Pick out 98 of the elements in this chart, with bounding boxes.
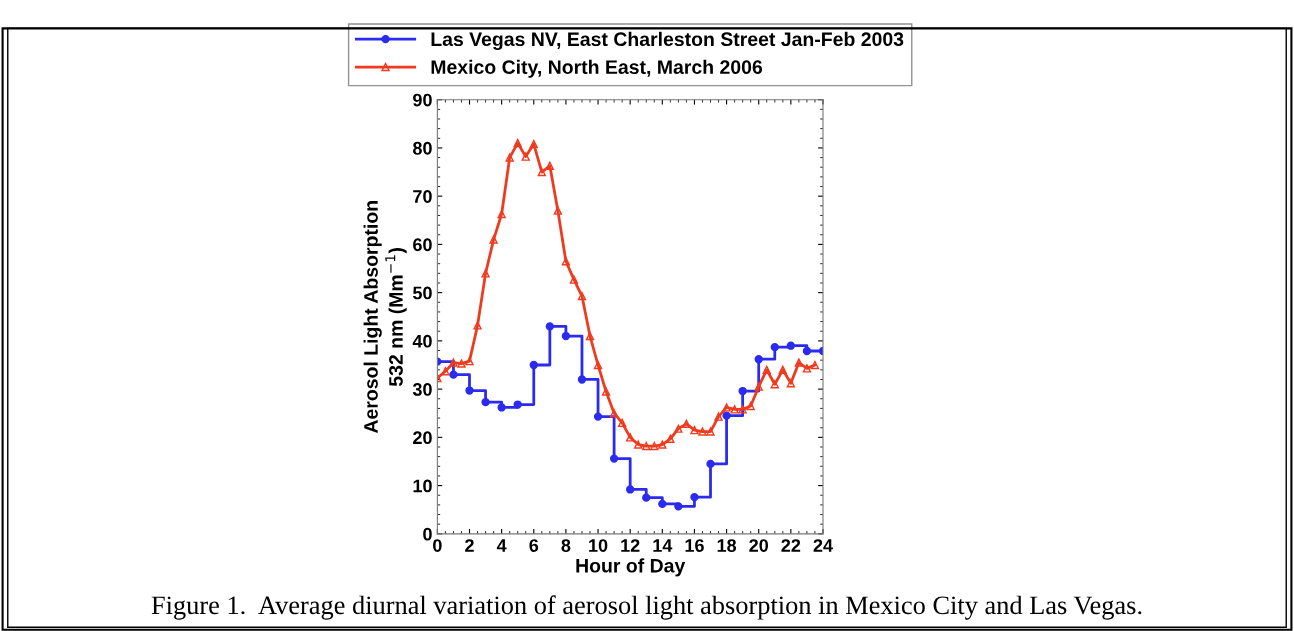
- x-tick-label: 16: [685, 539, 704, 552]
- x-tick-label: 18: [717, 539, 737, 552]
- point: [690, 425, 699, 435]
- y-tick-label: 40: [412, 334, 432, 348]
- y-tick-label: 10: [413, 479, 432, 493]
- point: [802, 364, 812, 373]
- point: [593, 360, 603, 370]
- point: [770, 342, 779, 352]
- point: [666, 434, 675, 443]
- point: [738, 405, 747, 414]
- point: [553, 206, 563, 215]
- y-tick-label: 30: [412, 383, 432, 396]
- point: [762, 365, 771, 374]
- x-tick-label: 8: [561, 539, 571, 552]
- point: [754, 355, 763, 364]
- point: [698, 427, 707, 436]
- point: [609, 454, 619, 463]
- point: [682, 419, 691, 429]
- x-tick-label: 6: [529, 539, 539, 552]
- point: [457, 359, 466, 368]
- y-tick-label: 60: [413, 238, 432, 252]
- x-tick-label: 22: [781, 539, 801, 552]
- x-tick-label: 0: [433, 539, 442, 552]
- y-tick-label: 70: [413, 190, 432, 203]
- point: [642, 493, 651, 502]
- point: [529, 139, 538, 149]
- y-tick-label: 90: [413, 93, 432, 107]
- x-tick-label: 24: [813, 539, 833, 552]
- point: [449, 370, 458, 379]
- y-tick-label: 20: [413, 431, 432, 445]
- point: [810, 360, 820, 370]
- point: [561, 257, 571, 266]
- point: [802, 346, 812, 356]
- point: [674, 424, 683, 433]
- point: [658, 440, 667, 449]
- y-axis-title: Aerosol Light Absorption 532 nm (Mm$^{−1}$): [363, 201, 407, 434]
- point: [561, 331, 571, 341]
- x-tick-label: 12: [621, 539, 640, 552]
- x-tick-label: 14: [653, 539, 673, 552]
- point: [690, 492, 699, 502]
- point: [481, 269, 490, 278]
- point: [577, 291, 587, 301]
- point: [706, 459, 715, 469]
- x-tick-label: 20: [749, 539, 769, 552]
- point: [449, 358, 458, 367]
- point: [585, 331, 595, 341]
- point: [634, 440, 643, 449]
- caption: Figure 1. Average diurnal variation of aerosol light absorption in Mexico City and Las Vegas.: [151, 595, 1142, 620]
- point: [609, 409, 619, 418]
- point: [626, 433, 635, 442]
- point: [489, 235, 498, 244]
- legend-label: Las Vegas NV, East Charleston Street Jan-Feb 2003: [431, 31, 904, 51]
- point: [497, 209, 506, 219]
- point: [778, 365, 787, 374]
- point: [738, 386, 747, 396]
- point: [521, 152, 530, 161]
- point: [786, 379, 796, 388]
- point: [545, 322, 555, 331]
- x-tick-label: 10: [589, 539, 608, 552]
- point: [650, 441, 659, 451]
- x-tick-label: 2: [465, 539, 474, 552]
- point: [786, 341, 796, 350]
- point: [642, 441, 651, 451]
- y-tick-label: 0: [423, 527, 432, 541]
- point: [569, 275, 579, 284]
- point: [658, 499, 667, 509]
- point: [465, 356, 474, 366]
- point: [577, 375, 587, 384]
- point: [529, 360, 538, 370]
- point: [722, 411, 731, 420]
- point: [626, 485, 635, 494]
- point: [473, 321, 482, 330]
- point: [714, 412, 723, 421]
- point: [513, 138, 522, 148]
- point: [770, 380, 779, 389]
- point: [601, 387, 611, 396]
- y-tick-label: 80: [413, 141, 432, 155]
- point: [617, 418, 627, 428]
- point: [545, 161, 555, 170]
- point: [465, 386, 474, 395]
- point: [754, 382, 763, 391]
- point: [513, 400, 522, 409]
- point: [794, 358, 804, 367]
- point: [706, 427, 715, 436]
- point: [722, 403, 731, 412]
- y-tick-label: 50: [412, 286, 432, 300]
- point: [481, 397, 490, 407]
- point: [593, 412, 603, 421]
- point: [505, 153, 514, 162]
- point: [441, 367, 450, 376]
- point: [730, 405, 739, 414]
- point: [674, 502, 683, 511]
- point: [497, 403, 506, 412]
- legend-label: Mexico City, North East, March 2006: [431, 59, 763, 78]
- x-tick-label: 4: [496, 539, 507, 552]
- x-axis-title: Hour of Day: [576, 558, 686, 577]
- point: [746, 401, 755, 411]
- point: [537, 167, 546, 177]
